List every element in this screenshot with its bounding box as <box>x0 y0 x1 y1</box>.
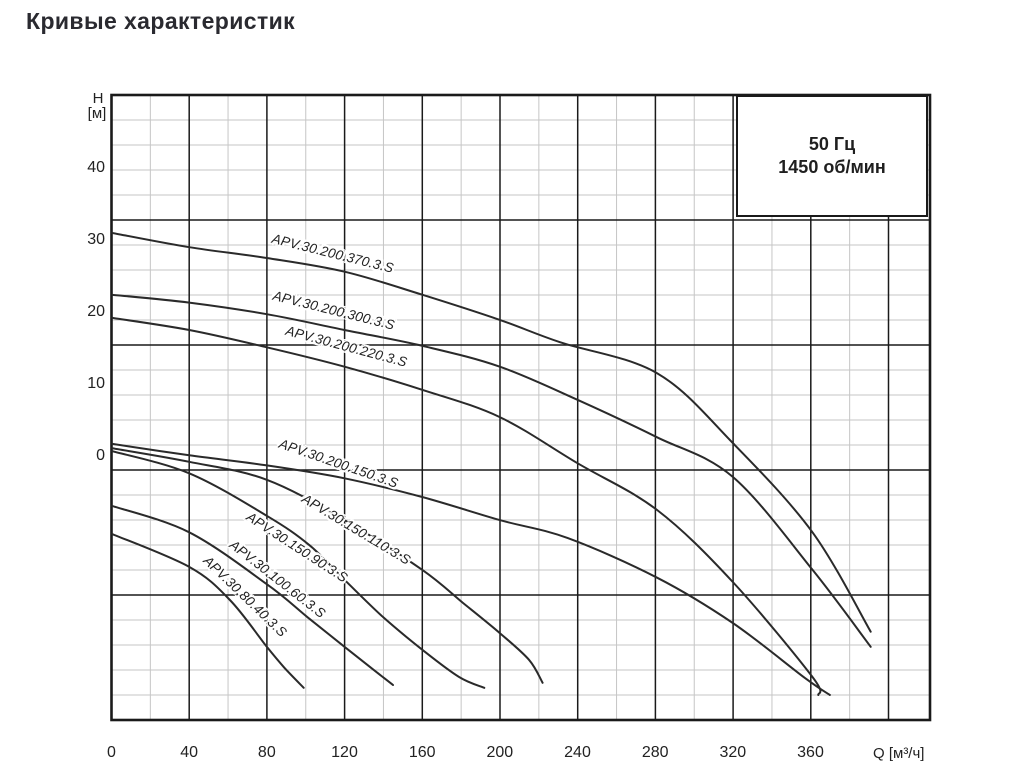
curve-path <box>111 449 486 689</box>
curve-path <box>111 504 394 686</box>
x-tick-label: 120 <box>331 744 358 761</box>
curve-path <box>111 447 544 684</box>
x-tick-label: 320 <box>719 744 747 761</box>
curve-path <box>111 532 305 689</box>
x-tick-label: 0 <box>107 744 116 761</box>
y-tick-label: 0 <box>96 447 105 464</box>
x-tick-label: 200 <box>486 744 514 761</box>
y-tick-label: 10 <box>87 375 105 392</box>
rpm-value: 1450 об/мин <box>778 157 886 177</box>
curve-path <box>111 293 872 648</box>
x-tick-label: 280 <box>641 744 669 761</box>
y-tick-label: 30 <box>87 231 105 248</box>
plot-border <box>110 93 932 722</box>
frequency-value: 50 Гц <box>808 134 856 154</box>
x-tick-label: 360 <box>797 744 824 761</box>
y-axis-symbol: H <box>92 90 104 107</box>
x-tick-label: 40 <box>180 744 199 761</box>
x-tick-label: 80 <box>257 744 276 761</box>
curve-path <box>111 442 831 696</box>
y-axis-unit: [м] <box>87 105 107 122</box>
y-tick-label: 20 <box>87 303 105 320</box>
curve-path <box>111 231 872 633</box>
x-tick-label: 240 <box>564 744 591 761</box>
x-axis-unit: Q [м³/ч] <box>873 745 925 762</box>
x-tick-label: 160 <box>408 744 436 761</box>
frequency-info-box: 50 Гц 1450 об/мин <box>736 95 928 217</box>
y-tick-label: 40 <box>87 159 105 176</box>
page-title: Кривые характеристик <box>26 8 296 34</box>
curve-path <box>111 316 822 696</box>
